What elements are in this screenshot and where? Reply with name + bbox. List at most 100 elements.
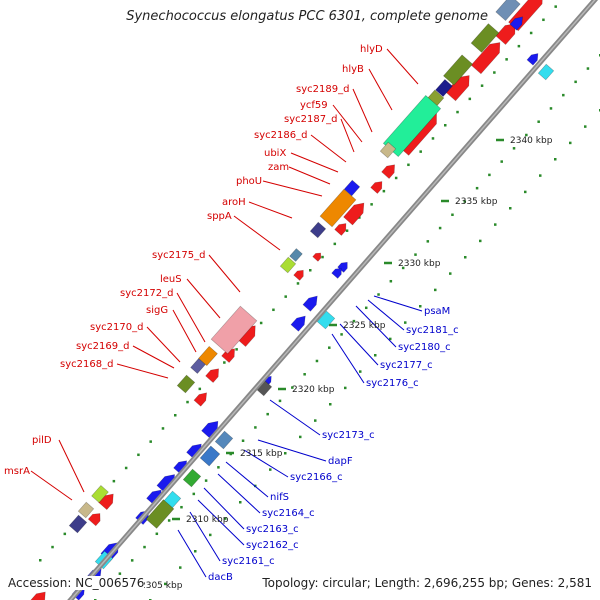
- guide-dot-outer: [39, 559, 42, 562]
- reverse-gene-label: syc2162_c: [246, 540, 299, 551]
- guide-dot-inner: [241, 439, 245, 442]
- forward-gene-label: sigG: [146, 305, 168, 316]
- forward-gene-label: syc2170_d: [90, 322, 143, 333]
- forward-gene-block: [319, 188, 357, 228]
- guide-dot-outer: [259, 321, 263, 325]
- guide-dot-inner: [167, 519, 171, 522]
- guide-dot-ticks: [494, 223, 497, 226]
- guide-dot-ticks: [329, 403, 332, 406]
- guide-dot-outer: [505, 58, 508, 61]
- guide-dot-outer: [137, 453, 140, 457]
- guide-dot-ticks: [164, 582, 167, 586]
- guide-dot-inner: [130, 559, 134, 562]
- forward-gene-label: msrA: [4, 466, 30, 477]
- forward-gene-block: [343, 179, 361, 197]
- reverse-gene-label: dapF: [328, 456, 353, 467]
- guide-dot-inner: [143, 545, 146, 549]
- guide-dot-outer: [124, 466, 128, 470]
- guide-dot-outer: [419, 150, 422, 153]
- tick-label: 2330 kbp: [398, 259, 441, 269]
- forward-leader-line: [248, 201, 293, 219]
- reverse-leader-line: [355, 305, 397, 348]
- guide-dot-ticks: [569, 141, 572, 145]
- guide-dot-inner: [377, 293, 380, 296]
- forward-leader-line: [132, 345, 175, 369]
- guide-dot-inner: [328, 346, 331, 349]
- forward-gene-arrow: [343, 202, 365, 226]
- guide-dot-outer: [407, 163, 410, 167]
- reverse-gene-block: [199, 445, 221, 467]
- guide-dot-ticks: [509, 207, 512, 210]
- tick-label: 2310 kbp: [186, 515, 229, 525]
- guide-dot-inner: [192, 492, 196, 496]
- forward-leader-line: [310, 134, 347, 163]
- guide-dot-outer: [394, 176, 398, 180]
- tick-label: 2315 kbp: [240, 449, 283, 459]
- forward-gene-label: syc2169_d: [76, 341, 129, 352]
- forward-gene-label: leuS: [160, 274, 182, 285]
- reverse-gene-label: syc2177_c: [380, 360, 433, 371]
- forward-gene-label: syc2187_d: [284, 114, 337, 125]
- forward-gene-label: syc2175_d: [152, 250, 205, 261]
- reverse-gene-arrow: [290, 315, 306, 332]
- forward-gene-label: syc2168_d: [60, 359, 113, 370]
- guide-dot-outer: [63, 532, 67, 536]
- accession-text: Accession: NC_006576: [8, 576, 145, 590]
- guide-dot-inner: [204, 479, 208, 482]
- reverse-gene-arrow: [302, 295, 318, 312]
- tick-label: 2305 kbp: [140, 581, 183, 591]
- reverse-leader-line: [197, 499, 245, 546]
- guide-dot-inner: [340, 333, 343, 336]
- guide-dot-outer: [235, 348, 238, 351]
- guide-dot-ticks: [194, 550, 197, 553]
- guide-dot-ticks: [284, 452, 287, 455]
- guide-dot-ticks: [524, 190, 527, 194]
- guide-dot-inner: [438, 226, 442, 230]
- guide-dot-inner: [586, 67, 590, 70]
- forward-gene-arrow: [293, 269, 304, 281]
- reverse-gene-label: syc2161_c: [222, 556, 275, 567]
- forward-gene-block: [443, 54, 473, 86]
- reverse-gene-label: syc2166_c: [290, 472, 343, 483]
- reverse-gene-arrow: [509, 16, 523, 31]
- guide-dot-outer: [284, 295, 287, 298]
- guide-dot-inner: [303, 373, 306, 376]
- reverse-leader-line: [339, 323, 379, 366]
- reverse-leader-line: [331, 333, 365, 384]
- forward-gene-block: [77, 501, 95, 519]
- guide-dot-ticks: [269, 468, 272, 471]
- guide-dot-inner: [512, 147, 516, 150]
- guide-dot-outer: [333, 242, 337, 246]
- reverse-gene-label: dacB: [208, 572, 233, 583]
- reverse-leader-line: [257, 439, 327, 462]
- genome-title: Synechococcus elongatus PCC 6301, comple…: [126, 9, 488, 24]
- forward-gene-label: ycf59: [300, 100, 328, 111]
- forward-leader-line: [288, 166, 331, 185]
- guide-dot-ticks: [299, 435, 302, 439]
- forward-leader-line: [30, 470, 73, 501]
- reverse-leader-line: [217, 473, 261, 514]
- guide-dot-outer: [174, 414, 177, 417]
- guide-dot-inner: [574, 80, 577, 84]
- reverse-gene-label: psaM: [424, 306, 450, 317]
- guide-dot-inner: [315, 359, 319, 363]
- guide-dot-outer: [223, 361, 226, 364]
- forward-leader-line: [352, 88, 373, 133]
- forward-gene-arrow: [381, 164, 395, 179]
- reverse-leader-line: [189, 511, 221, 562]
- guide-dot-ticks: [554, 158, 557, 161]
- guide-dot-inner: [562, 93, 565, 97]
- guide-dot-outer: [444, 124, 447, 127]
- forward-gene-arrow: [495, 23, 516, 45]
- guide-dot-inner: [463, 200, 467, 203]
- guide-dot-outer: [529, 31, 533, 35]
- guide-dot-outer: [554, 5, 557, 8]
- guide-dot-outer: [345, 229, 349, 232]
- guide-dot-inner: [488, 173, 491, 177]
- guide-dot-inner: [549, 107, 553, 110]
- guide-dot-inner: [475, 186, 479, 190]
- reverse-leader-line: [367, 299, 405, 331]
- guide-dot-ticks: [419, 305, 422, 308]
- guide-dot-outer: [296, 282, 300, 285]
